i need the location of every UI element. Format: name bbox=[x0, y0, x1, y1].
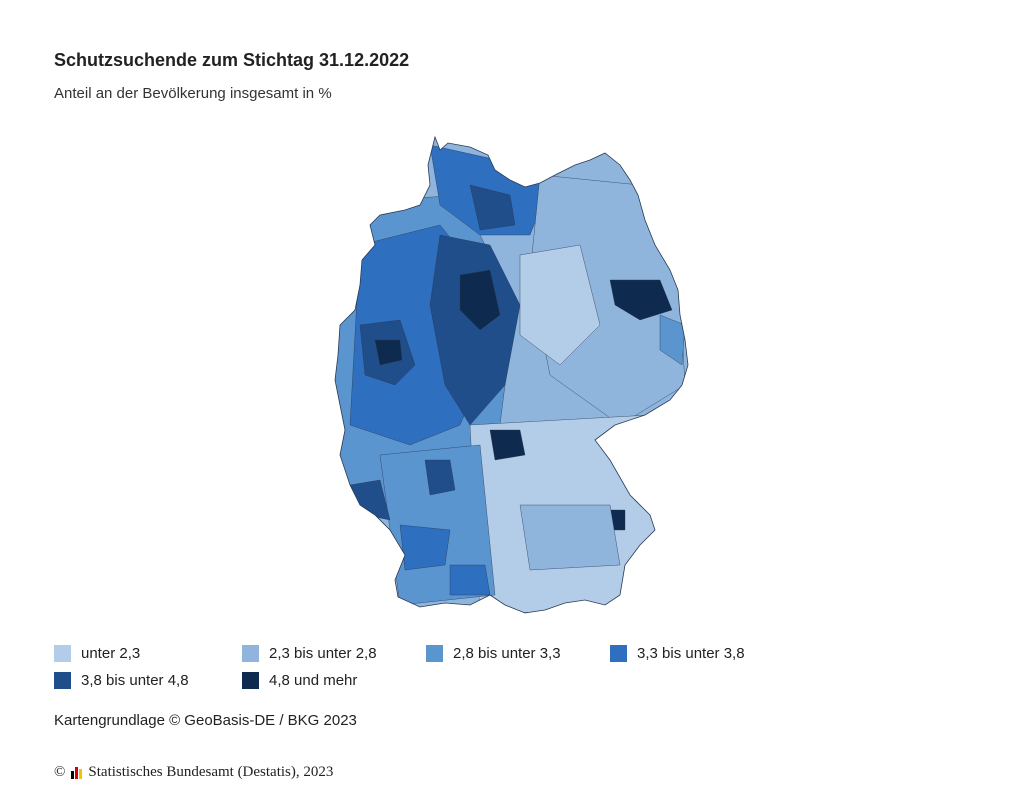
legend-label: 2,8 bis unter 3,3 bbox=[453, 645, 561, 662]
legend-item: 3,8 bis unter 4,8 bbox=[54, 672, 189, 689]
map-title: Schutzsuchende zum Stichtag 31.12.2022 bbox=[54, 50, 410, 70]
legend-label: unter 2,3 bbox=[81, 645, 141, 662]
legend-swatch bbox=[242, 672, 259, 689]
legend-item: 2,3 bis unter 2,8 bbox=[242, 645, 377, 662]
legend-label: 2,3 bis unter 2,8 bbox=[269, 645, 377, 662]
germany-choropleth-map bbox=[334, 136, 689, 614]
legend-label: 3,3 bis unter 3,8 bbox=[637, 645, 745, 662]
legend-swatch bbox=[426, 645, 443, 662]
destatis-logo-icon bbox=[71, 766, 83, 779]
legend-item: 3,3 bis unter 3,8 bbox=[610, 645, 745, 662]
legend-swatch bbox=[54, 645, 71, 662]
legend-label: 4,8 und mehr bbox=[269, 672, 358, 689]
footer-text: Statistisches Bundesamt (Destatis), 2023 bbox=[88, 764, 334, 780]
legend-label: 3,8 bis unter 4,8 bbox=[81, 672, 189, 689]
legend-swatch bbox=[54, 672, 71, 689]
legend-swatch bbox=[242, 645, 259, 662]
copyright-symbol: © bbox=[54, 764, 66, 780]
footer-credit: © Statistisches Bundesamt (Destatis), 20… bbox=[54, 764, 333, 781]
legend-item: 2,8 bis unter 3,3 bbox=[426, 645, 561, 662]
source-note: Kartengrundlage © GeoBasis-DE / BKG 2023 bbox=[54, 712, 357, 729]
legend-item: 4,8 und mehr bbox=[242, 672, 357, 689]
legend-swatch bbox=[610, 645, 627, 662]
legend-item: unter 2,3 bbox=[54, 645, 140, 662]
map-subtitle: Anteil an der Bevölkerung insgesamt in % bbox=[54, 85, 332, 102]
